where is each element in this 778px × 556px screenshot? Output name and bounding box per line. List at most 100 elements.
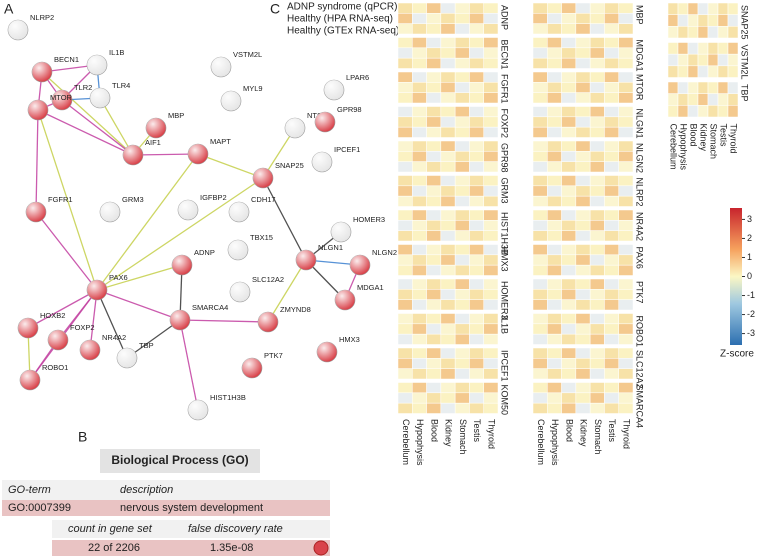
heatmap-cell [561, 382, 577, 394]
heatmap-cell [561, 175, 577, 187]
heatmap-cell [412, 347, 427, 359]
network-edge [99, 97, 134, 156]
heatmap-cell [532, 333, 548, 345]
node-label: CDH17 [251, 195, 276, 204]
heatmap-cell [589, 2, 605, 14]
heatmap-cell [727, 14, 739, 27]
heatmap-cell [727, 2, 739, 15]
heatmap-cell [604, 185, 619, 197]
heatmap-cell [589, 254, 605, 266]
node-shine [87, 55, 107, 75]
tissue-label: Kidney [699, 124, 709, 152]
heatmap-cell [397, 82, 413, 93]
heatmap-cell [426, 116, 442, 128]
heatmap-cell [483, 392, 499, 404]
heatmap-cell [532, 347, 548, 359]
heatmap-cell [397, 151, 413, 162]
heatmap-cell [397, 230, 413, 242]
heatmap-cell [483, 175, 499, 187]
heatmap-cell [677, 2, 689, 15]
heatmap-cell [426, 126, 442, 138]
heatmap-cell [547, 57, 562, 69]
heatmap-cell [440, 313, 456, 325]
heatmap-cell [532, 47, 548, 59]
heatmap-cell [547, 230, 562, 242]
gene-label: FOXP2 [500, 109, 510, 139]
heatmap-cell [454, 140, 470, 152]
heatmap-cell [697, 26, 709, 39]
heatmap-cell [547, 358, 562, 369]
heatmap-cell [618, 13, 634, 24]
heatmap-cell [575, 126, 591, 138]
heatmap-cell [561, 209, 577, 221]
heatmap-cell [618, 126, 634, 138]
heatmap-cell [561, 2, 577, 14]
heatmap-cell [727, 26, 739, 39]
heatmap-cell [618, 278, 634, 290]
heatmap-cell [575, 195, 591, 207]
heatmap-cell [717, 105, 729, 118]
heatmap-cell [589, 264, 605, 276]
gene-label: NLGN1 [635, 109, 645, 139]
heatmap-cell [687, 26, 699, 39]
heatmap-cell [575, 313, 591, 325]
node-shine [20, 370, 40, 390]
gene-label: VSTM2L [740, 45, 750, 80]
heatmap-cell [677, 14, 689, 27]
heatmap-cell [412, 209, 427, 221]
heatmap-cell [589, 37, 605, 49]
colorbar-tick-label: 3 [747, 214, 752, 224]
heatmap-cell [618, 264, 634, 276]
heatmap-cell [561, 82, 577, 93]
heatmap-cell [589, 71, 605, 83]
heatmap-cell [667, 2, 679, 15]
node-shine [172, 255, 192, 275]
legend-row: Healthy (GTEx RNA-seq) [287, 26, 399, 37]
heatmap-cell [604, 175, 619, 187]
node-shine [317, 342, 337, 362]
heatmap-cell [618, 244, 634, 256]
gene-label: MBP [635, 5, 645, 25]
node-label: NLRP2 [30, 13, 54, 22]
heatmap-cell [547, 161, 562, 173]
heatmap-cell [618, 289, 634, 300]
network-edge [35, 109, 39, 213]
heatmap-cell [707, 53, 719, 67]
colorbar-tick-label: -1 [747, 290, 755, 300]
heatmap-cell [667, 65, 679, 78]
node-label: IPCEF1 [334, 145, 360, 154]
heatmap-cell [604, 126, 619, 138]
heatmap-cell [454, 209, 470, 221]
heatmap-cell [483, 278, 499, 290]
go-count: 22 of 2206 [88, 542, 140, 554]
heatmap-cell [561, 289, 577, 300]
node-shine [242, 358, 262, 378]
heatmap-cell [426, 195, 442, 207]
heatmap-cell [454, 82, 470, 93]
go-description: nervous system development [120, 502, 263, 514]
go-row [2, 500, 330, 516]
network-edge [96, 264, 183, 291]
heatmap-cell [561, 57, 577, 69]
heatmap-cell [547, 264, 562, 276]
heatmap-cell [532, 106, 548, 118]
heatmap-cell [697, 65, 709, 78]
heatmap-cell [440, 175, 456, 187]
heatmap-cell [575, 106, 591, 118]
heatmap-cell [454, 368, 470, 380]
heatmap-cell [697, 53, 709, 67]
heatmap-cell [454, 382, 470, 394]
heatmap-cell [426, 299, 442, 311]
heatmap-cell [547, 195, 562, 207]
heatmap-cell [532, 382, 548, 394]
heatmap-cell [677, 105, 689, 118]
heatmap-cell [575, 161, 591, 173]
colorbar-tick-label: 0 [747, 271, 752, 281]
heatmap-cell [397, 2, 413, 14]
heatmap-cell [412, 264, 427, 276]
heatmap-cell [440, 230, 456, 242]
heatmap-cell [575, 289, 591, 300]
heatmap-cell [618, 37, 634, 49]
heatmap-cell [454, 106, 470, 118]
node-label: HOXB2 [40, 311, 65, 320]
